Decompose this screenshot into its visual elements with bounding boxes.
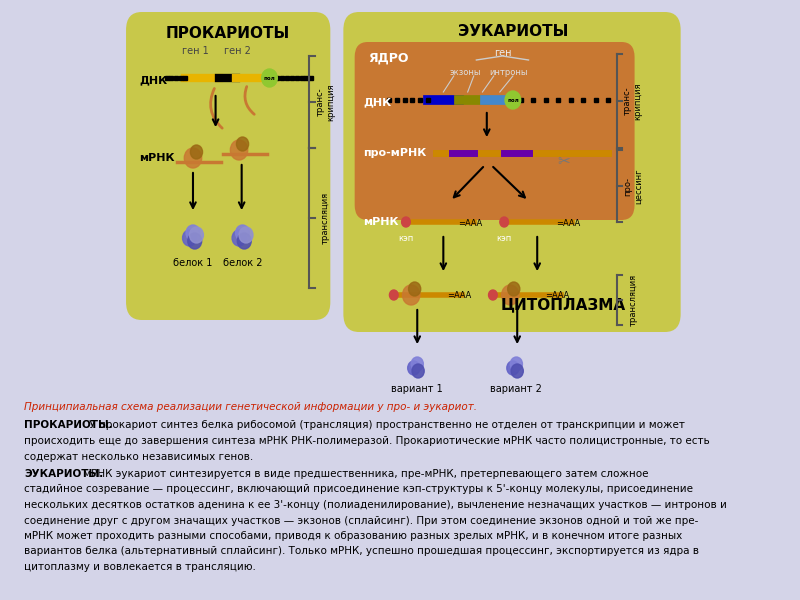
Text: кэп: кэп (398, 234, 414, 243)
Circle shape (505, 91, 521, 109)
Circle shape (510, 357, 522, 371)
Circle shape (237, 137, 249, 151)
Circle shape (190, 227, 203, 243)
FancyBboxPatch shape (343, 12, 681, 332)
Text: белок 2: белок 2 (222, 258, 262, 268)
Text: мРНК: мРНК (363, 217, 399, 227)
Text: ✂: ✂ (557, 154, 570, 169)
FancyBboxPatch shape (354, 42, 634, 220)
Text: =ААА: =ААА (458, 218, 482, 227)
Text: ДНК: ДНК (139, 75, 167, 85)
Text: =ААА: =ААА (545, 292, 570, 301)
Text: У прокариот синтез белка рибосомой (трансляция) пространственно не отделен от тр: У прокариот синтез белка рибосомой (тран… (86, 421, 685, 431)
Text: вариант 1: вариант 1 (391, 384, 443, 394)
Text: про-
цессинг: про- цессинг (623, 168, 642, 204)
Circle shape (186, 225, 200, 241)
Circle shape (402, 217, 410, 227)
Text: белок 1: белок 1 (174, 258, 213, 268)
Text: ПРОКАРИОТЫ.: ПРОКАРИОТЫ. (24, 421, 113, 431)
Text: =ААА: =ААА (447, 292, 471, 301)
Text: пол: пол (264, 76, 275, 82)
Circle shape (402, 285, 420, 305)
Circle shape (232, 230, 246, 246)
Text: мРНК эукариот синтезируется в виде предшественника, пре-мРНК, претерпевающего за: мРНК эукариот синтезируется в виде предш… (80, 469, 649, 479)
Circle shape (188, 233, 202, 249)
Text: ЦИТОПЛАЗМА: ЦИТОПЛАЗМА (501, 297, 626, 312)
Text: мРНК может проходить разными способами, приводя к образованию разных зрелых мРНК: мРНК может проходить разными способами, … (24, 531, 682, 541)
Text: интроны: интроны (490, 68, 528, 77)
Circle shape (239, 227, 253, 243)
Text: вариант 2: вариант 2 (490, 384, 542, 394)
Circle shape (511, 364, 523, 378)
Circle shape (235, 225, 250, 241)
Text: трансляция: трансляция (628, 274, 638, 326)
Text: мРНК: мРНК (139, 153, 174, 163)
Text: ген 1: ген 1 (182, 46, 209, 56)
FancyBboxPatch shape (126, 12, 330, 320)
Circle shape (500, 217, 509, 227)
Circle shape (411, 357, 423, 371)
Text: ЭУКАРИОТЫ.: ЭУКАРИОТЫ. (24, 469, 103, 479)
Circle shape (262, 69, 278, 87)
Text: цитоплазму и вовлекается в трансляцию.: цитоплазму и вовлекается в трансляцию. (24, 562, 256, 572)
Text: пол: пол (507, 98, 518, 103)
Text: происходить еще до завершения синтеза мРНК РНК-полимеразой. Прокариотические мРН: происходить еще до завершения синтеза мР… (24, 436, 710, 446)
Text: Принципиальная схема реализации генетической информации у про- и эукариот.: Принципиальная схема реализации генетиче… (24, 402, 478, 412)
Text: ПРОКАРИОТЫ: ПРОКАРИОТЫ (166, 26, 290, 41)
Text: нескольких десятков остатков аденина к ее 3'-концу (полиаденилирование), вычлене: нескольких десятков остатков аденина к е… (24, 500, 727, 510)
Circle shape (390, 290, 398, 300)
Text: трансляция: трансляция (321, 192, 330, 244)
Circle shape (409, 282, 421, 296)
Circle shape (506, 361, 519, 375)
Circle shape (184, 148, 202, 168)
Text: транс-
крипция: транс- крипция (315, 83, 335, 121)
Text: ген 2: ген 2 (224, 46, 250, 56)
Text: стадийное созревание — процессинг, включающий присоединение кэп-структуры к 5'-к: стадийное созревание — процессинг, включ… (24, 485, 694, 494)
Text: про-мРНК: про-мРНК (363, 148, 426, 158)
Text: вариантов белка (альтернативный сплайсинг). Только мРНК, успешно прошедшая проце: вариантов белка (альтернативный сплайсин… (24, 547, 699, 557)
Text: ЯДРО: ЯДРО (369, 52, 409, 65)
Circle shape (190, 145, 202, 159)
Circle shape (182, 230, 197, 246)
Text: транс-
крипция: транс- крипция (623, 82, 642, 120)
Circle shape (238, 233, 251, 249)
Circle shape (412, 364, 424, 378)
Text: содержат несколько независимых генов.: содержат несколько независимых генов. (24, 451, 254, 461)
Text: ген: ген (494, 48, 511, 58)
Text: ДНК: ДНК (363, 97, 391, 107)
Text: кэп: кэп (497, 234, 512, 243)
Circle shape (508, 282, 520, 296)
Text: экзоны: экзоны (450, 68, 481, 77)
Circle shape (230, 140, 248, 160)
Text: =ААА: =ААА (556, 218, 581, 227)
Text: ЭУКАРИОТЫ: ЭУКАРИОТЫ (458, 24, 568, 39)
Text: соединение друг с другом значащих участков — экзонов (сплайсинг). При этом соеди: соединение друг с другом значащих участк… (24, 515, 698, 526)
Circle shape (408, 361, 420, 375)
Circle shape (489, 290, 498, 300)
Circle shape (502, 285, 519, 305)
